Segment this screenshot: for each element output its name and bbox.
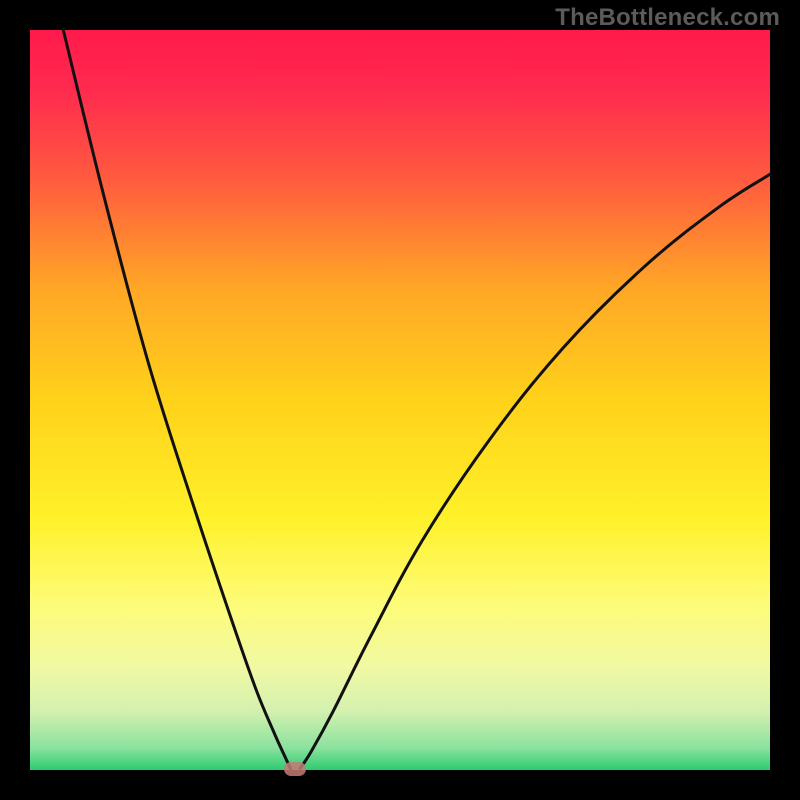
curve-right-branch <box>300 174 770 768</box>
curve-left-branch <box>63 30 290 769</box>
sweet-spot-marker <box>284 762 306 776</box>
bottleneck-curve <box>0 0 800 800</box>
